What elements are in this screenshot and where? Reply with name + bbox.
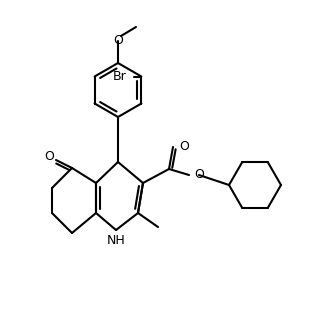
Text: O: O — [44, 150, 54, 162]
Text: Br: Br — [113, 70, 126, 83]
Text: O: O — [179, 141, 189, 153]
Text: O: O — [113, 33, 123, 47]
Text: NH: NH — [107, 233, 125, 247]
Text: O: O — [194, 168, 204, 182]
